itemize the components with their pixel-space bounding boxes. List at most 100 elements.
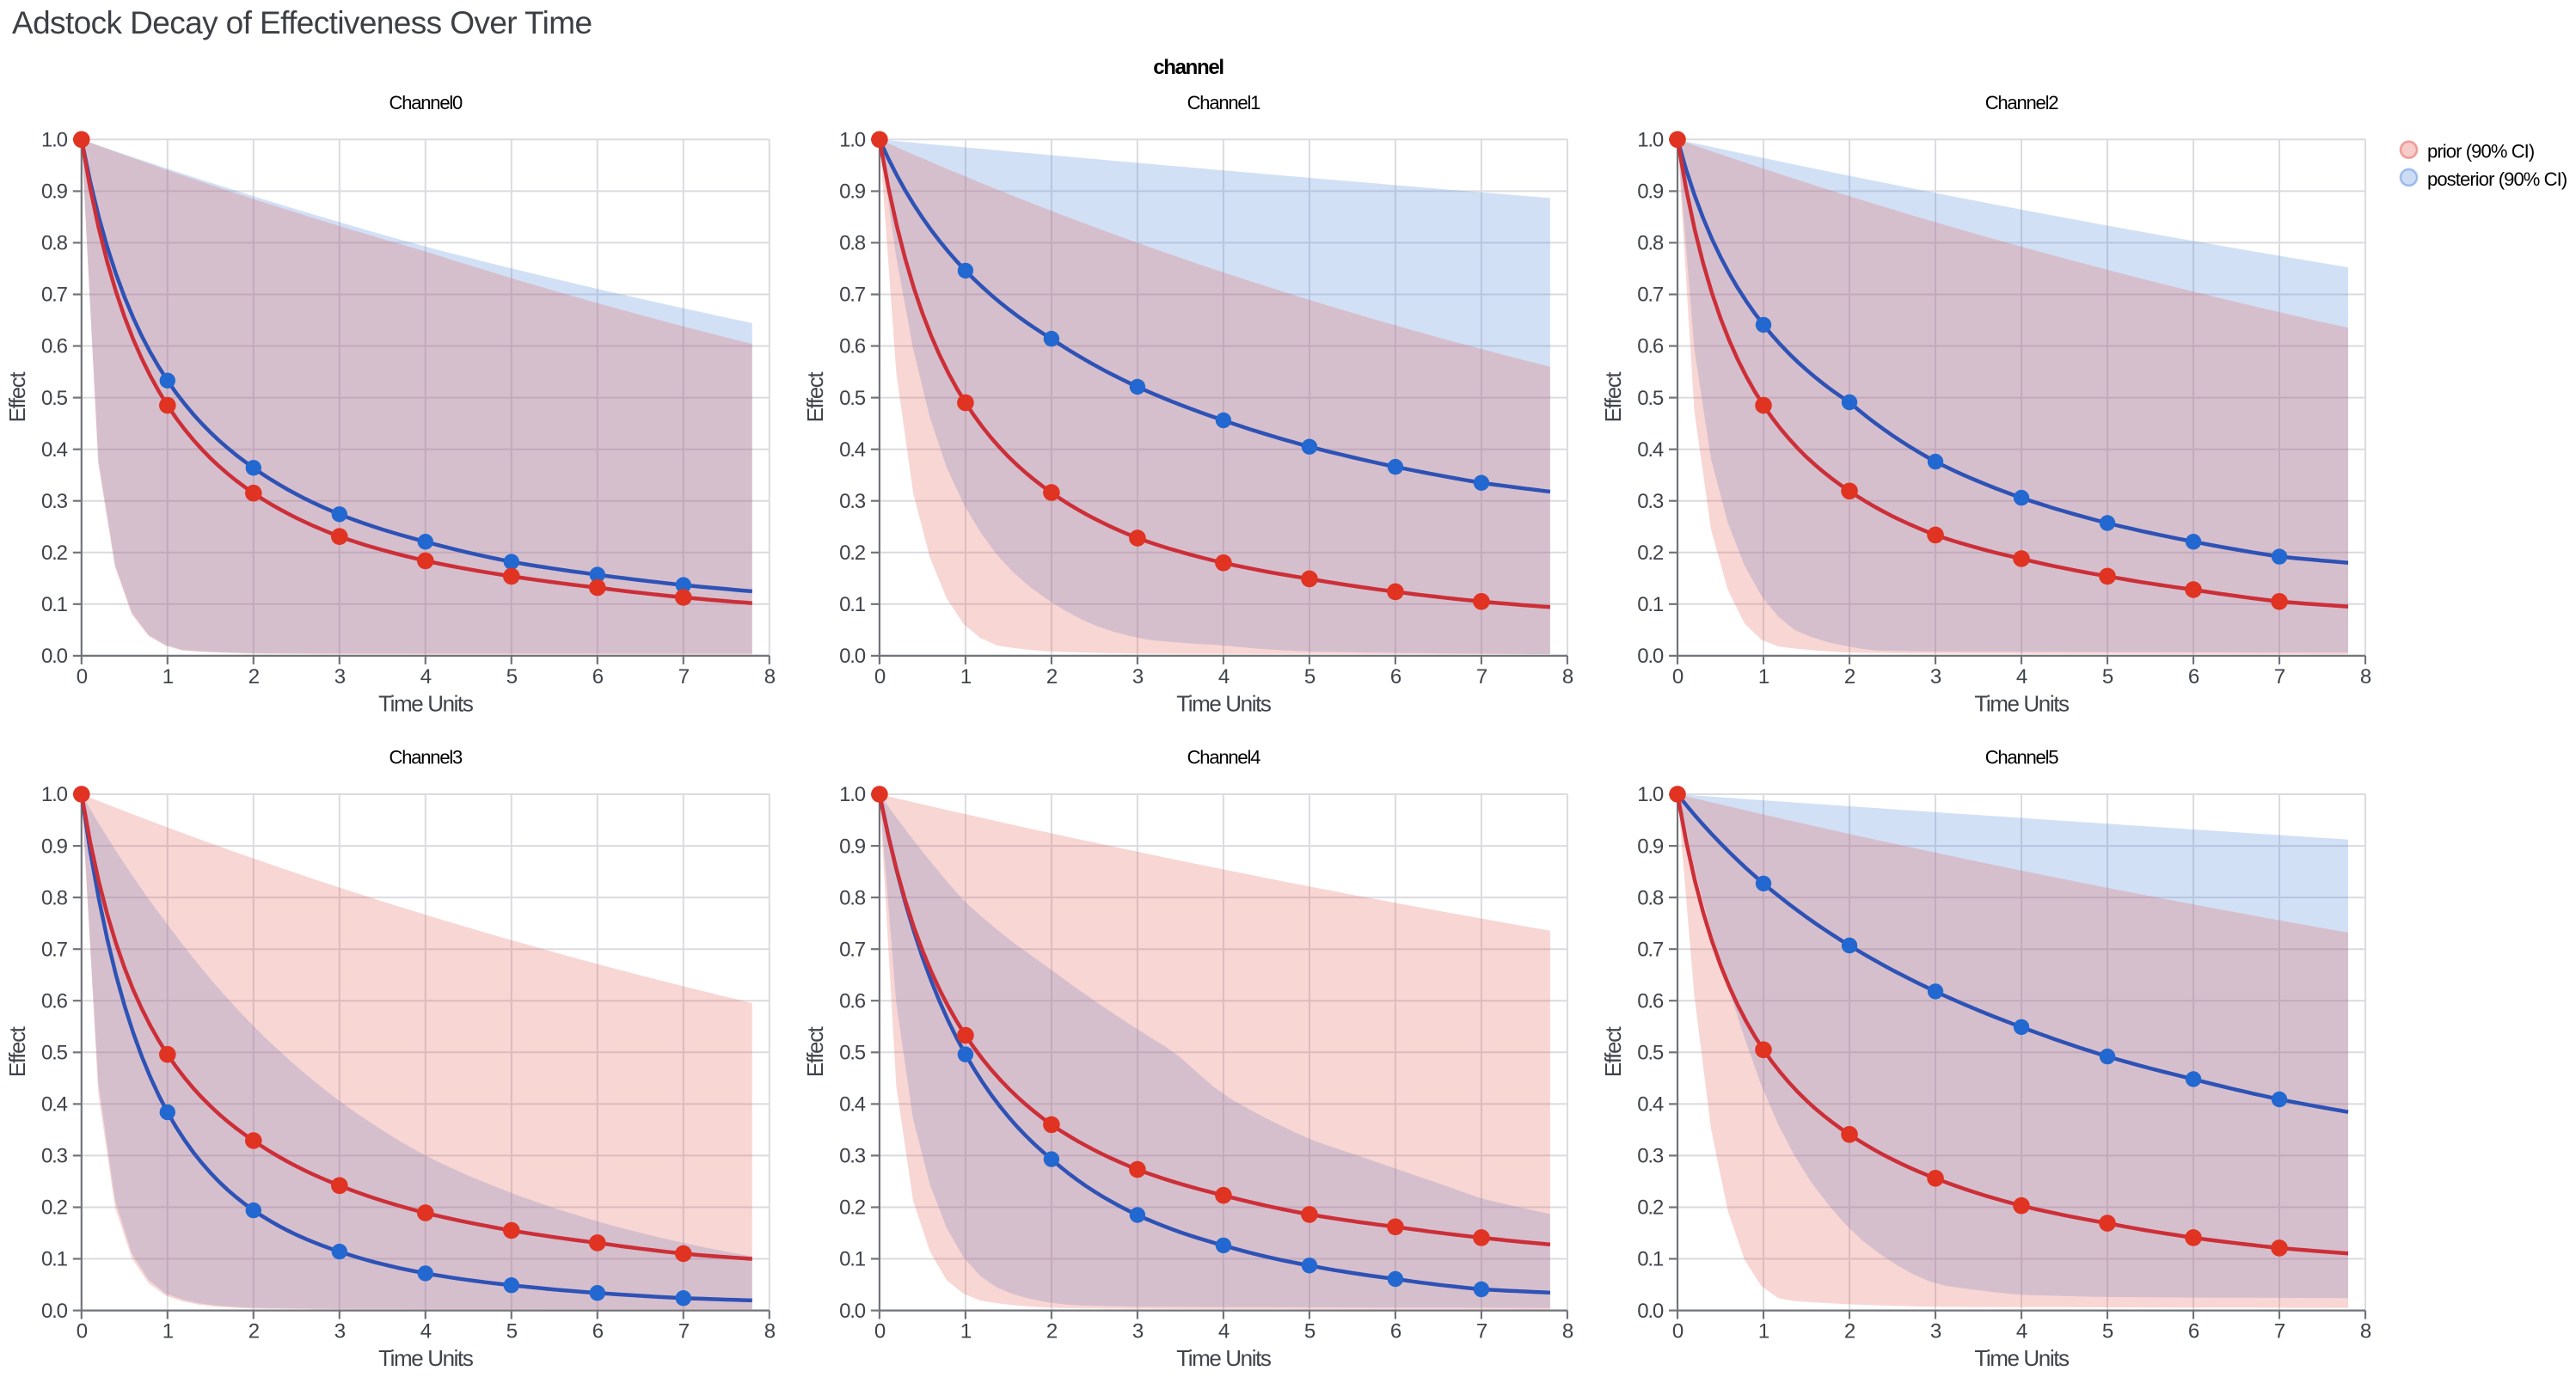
svg-text:0.4: 0.4 [1637,1093,1664,1117]
svg-text:0.6: 0.6 [41,989,68,1013]
svg-text:1: 1 [960,665,972,688]
svg-text:2: 2 [1844,1320,1855,1343]
svg-text:0.9: 0.9 [1637,835,1664,858]
svg-text:8: 8 [764,1320,776,1343]
svg-text:0.9: 0.9 [839,835,866,858]
svg-text:0.5: 0.5 [1637,387,1664,410]
svg-text:2: 2 [248,665,260,688]
svg-text:0.1: 0.1 [839,593,866,616]
svg-text:Channel5: Channel5 [1985,747,2059,768]
svg-text:Effect: Effect [4,371,30,423]
svg-text:Effect: Effect [1600,371,1626,423]
svg-text:3: 3 [1132,665,1144,688]
svg-text:0.5: 0.5 [1637,1042,1664,1065]
svg-text:0.9: 0.9 [839,181,866,204]
svg-text:1: 1 [163,1320,174,1343]
svg-text:0.2: 0.2 [839,1196,866,1220]
svg-text:0.8: 0.8 [839,886,866,909]
svg-text:7: 7 [678,665,690,688]
svg-text:0.9: 0.9 [1637,181,1664,204]
svg-text:0: 0 [874,665,886,688]
svg-text:5: 5 [506,665,518,688]
svg-text:7: 7 [2274,665,2285,688]
svg-text:8: 8 [1562,1320,1573,1343]
svg-text:0.3: 0.3 [1637,1145,1664,1168]
svg-text:1.0: 1.0 [41,783,68,806]
svg-text:1.0: 1.0 [839,783,866,806]
svg-text:0.1: 0.1 [41,1248,68,1271]
svg-text:1: 1 [960,1320,972,1343]
svg-text:0.2: 0.2 [1637,542,1664,565]
svg-text:channel: channel [1153,56,1224,79]
svg-text:3: 3 [1930,1320,1941,1343]
svg-text:0.7: 0.7 [41,938,68,961]
svg-text:0.0: 0.0 [41,1300,68,1323]
svg-text:0.6: 0.6 [1637,335,1664,358]
svg-text:0.0: 0.0 [839,1300,866,1323]
svg-text:7: 7 [1476,1320,1487,1343]
svg-text:0.5: 0.5 [839,1042,866,1065]
svg-text:Adstock Decay of Effectiveness: Adstock Decay of Effectiveness Over Time [12,5,592,40]
svg-text:0.4: 0.4 [41,438,68,462]
svg-text:0: 0 [77,1320,88,1343]
svg-text:0: 0 [77,665,88,688]
svg-text:3: 3 [1132,1320,1144,1343]
svg-text:Effect: Effect [1600,1025,1626,1077]
svg-text:5: 5 [506,1320,518,1343]
svg-text:6: 6 [592,665,604,688]
svg-text:6: 6 [1390,1320,1401,1343]
svg-text:1: 1 [163,665,174,688]
svg-text:Channel2: Channel2 [1985,92,2059,113]
svg-text:0.6: 0.6 [839,335,866,358]
svg-text:0.4: 0.4 [839,1093,866,1117]
svg-text:2: 2 [248,1320,260,1343]
svg-text:2: 2 [1046,665,1058,688]
svg-text:0.9: 0.9 [41,835,68,858]
svg-text:1.0: 1.0 [1637,129,1664,152]
svg-text:7: 7 [1476,665,1487,688]
svg-text:0.5: 0.5 [41,1042,68,1065]
svg-text:0.0: 0.0 [839,645,866,668]
svg-text:Time Units: Time Units [378,1345,474,1371]
svg-text:0.2: 0.2 [41,542,68,565]
svg-text:0.1: 0.1 [41,593,68,616]
svg-text:3: 3 [1930,665,1941,688]
svg-text:7: 7 [678,1320,690,1343]
svg-text:0.5: 0.5 [41,387,68,410]
svg-text:0.1: 0.1 [839,1248,866,1271]
svg-text:0: 0 [874,1320,886,1343]
svg-text:0: 0 [1672,1320,1684,1343]
svg-text:0.7: 0.7 [839,938,866,961]
svg-text:0.0: 0.0 [1637,645,1664,668]
svg-text:0.6: 0.6 [41,335,68,358]
svg-text:4: 4 [2016,1320,2027,1343]
svg-text:1.0: 1.0 [1637,783,1664,806]
svg-text:5: 5 [1304,665,1316,688]
svg-text:8: 8 [2360,665,2371,688]
svg-text:Channel3: Channel3 [389,747,463,768]
svg-text:2: 2 [1046,1320,1058,1343]
svg-text:Time Units: Time Units [1974,1345,2070,1371]
svg-text:0.3: 0.3 [41,1145,68,1168]
svg-text:0.3: 0.3 [1637,490,1664,513]
svg-text:0.6: 0.6 [839,989,866,1013]
svg-text:0.4: 0.4 [41,1093,68,1117]
svg-text:0.7: 0.7 [1637,938,1664,961]
svg-text:4: 4 [1218,1320,1230,1343]
svg-text:0.2: 0.2 [41,1196,68,1220]
svg-text:5: 5 [2102,665,2113,688]
svg-text:1.0: 1.0 [41,129,68,152]
svg-text:0.6: 0.6 [1637,989,1664,1013]
svg-text:0.2: 0.2 [1637,1196,1664,1220]
svg-text:3: 3 [334,1320,346,1343]
svg-text:4: 4 [1218,665,1230,688]
svg-text:6: 6 [2188,665,2199,688]
svg-text:Effect: Effect [4,1025,30,1077]
svg-text:Effect: Effect [802,1025,828,1077]
svg-text:0.8: 0.8 [1637,886,1664,909]
svg-text:4: 4 [2016,665,2027,688]
svg-text:posterior (90% CI): posterior (90% CI) [2427,168,2567,190]
svg-text:8: 8 [764,665,776,688]
svg-text:1: 1 [1758,1320,1769,1343]
svg-text:0.5: 0.5 [839,387,866,410]
